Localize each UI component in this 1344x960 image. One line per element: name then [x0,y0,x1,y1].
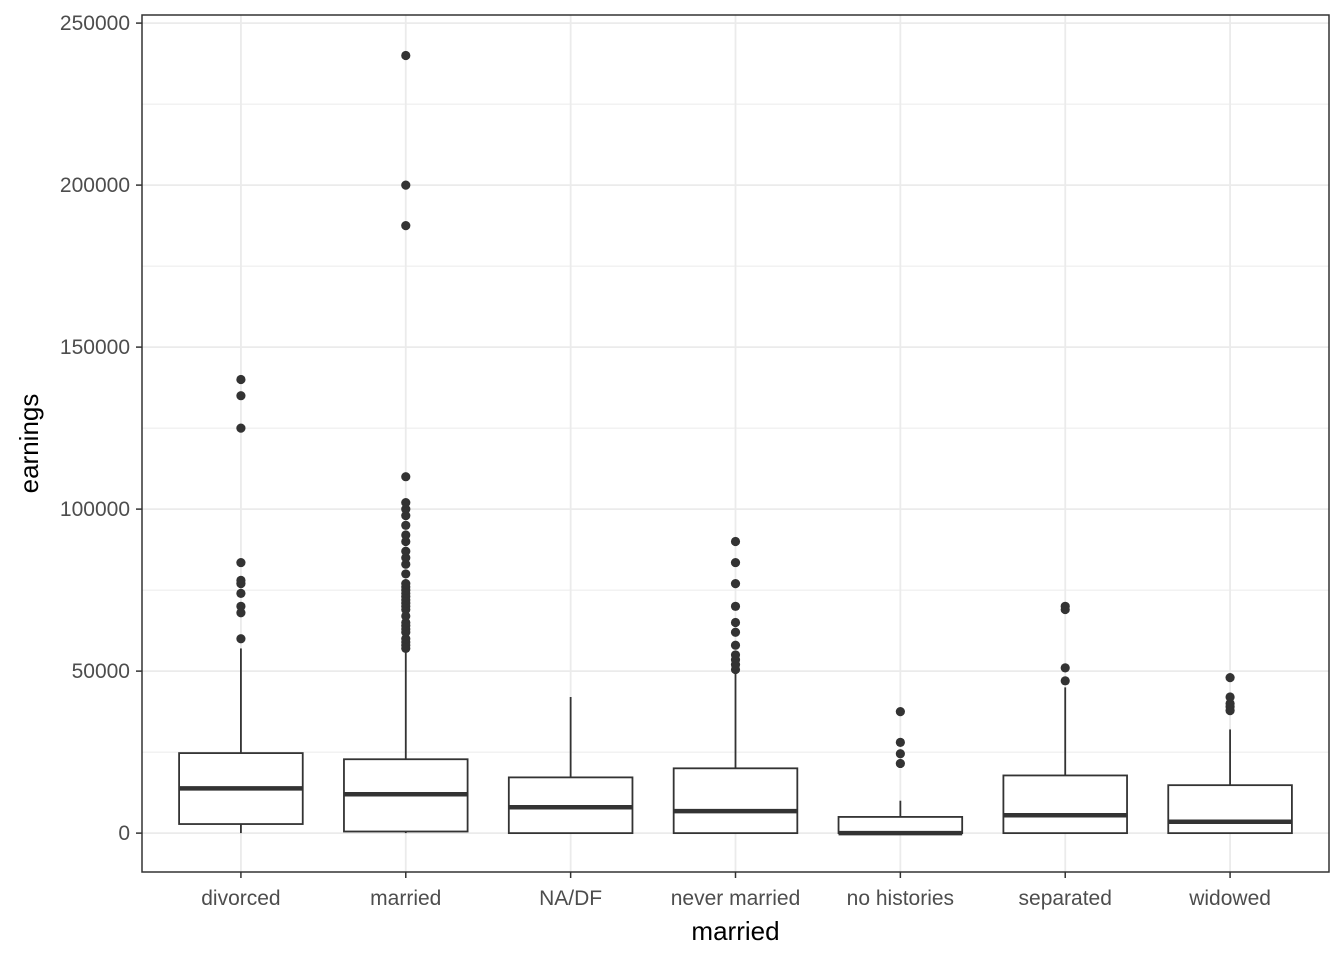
grid-lines [142,15,1329,872]
outlier-point [401,536,411,547]
outlier-point [401,530,411,540]
outlier-point [730,650,741,660]
x-tick-label: never married [671,887,801,910]
y-tick-label: 150000 [60,336,130,359]
x-tick-label: divorced [201,887,280,910]
outlier-point [401,553,411,563]
outlier-point [236,588,246,598]
outlier-point [730,601,741,611]
outlier-point [401,50,411,61]
outlier-point [730,640,741,650]
boxes [178,648,1293,836]
outlier-point [401,498,411,508]
x-axis-title: married [691,916,779,946]
outlier-point [730,536,741,547]
outlier-point [236,557,246,568]
outlier-point [895,749,905,759]
x-tick-label: no histories [847,887,954,910]
outlier-point [730,557,741,568]
outlier-point [401,180,411,190]
outlier-point [895,707,905,717]
outlier-point [236,608,246,618]
box-divorced [178,648,304,834]
outliers [236,50,1235,769]
outlier-point [1060,663,1070,673]
outlier-point [401,510,411,521]
outlier-point [401,504,411,514]
outlier-point [730,617,741,628]
outlier-point [401,546,411,556]
y-tick-label: 0 [118,822,130,845]
outlier-point [236,391,246,401]
outlier-point [236,634,246,644]
box-widowed [1167,729,1293,835]
box-body [672,767,799,835]
x-tick-label: NA/DF [539,887,602,910]
outlier-point [401,611,411,621]
box-body [837,816,964,835]
axes: 0 50000 100000 150000 200000 250000 divorced ma… [60,12,1271,910]
outlier-point [236,374,246,385]
x-tick-label: separated [1019,887,1112,910]
outlier-point [895,758,905,769]
outlier-point [236,423,246,433]
outlier-point [401,617,411,628]
box-body [1002,774,1128,835]
box-never-married [672,671,799,835]
outlier-point [401,221,411,231]
box-married [343,651,469,834]
outlier-point [1225,698,1235,709]
outlier-point [1060,601,1070,611]
y-axis-title: earnings [14,394,44,494]
outlier-point [401,559,411,569]
outlier-point [1225,672,1235,683]
outlier-point [1060,676,1070,686]
outlier-point [401,634,411,644]
outlier-point [1225,692,1235,702]
outlier-point [895,737,905,747]
outlier-point [730,579,741,589]
outlier-point [730,627,741,637]
x-tick-label: married [370,887,441,910]
x-tick-label: widowed [1188,887,1271,910]
box-na-df [507,697,634,835]
outlier-point [236,601,246,611]
y-tick-label: 250000 [60,12,130,35]
box-body [1167,784,1293,835]
y-tick-label: 100000 [60,498,130,521]
outlier-point [401,569,411,579]
y-tick-label: 200000 [60,174,130,197]
y-tick-label: 50000 [72,660,130,683]
outlier-point [401,520,411,530]
box-separated [1002,687,1128,835]
outlier-point [401,472,411,482]
box-no-histories [837,800,964,836]
outlier-point [401,579,411,589]
outlier-point [236,575,246,585]
